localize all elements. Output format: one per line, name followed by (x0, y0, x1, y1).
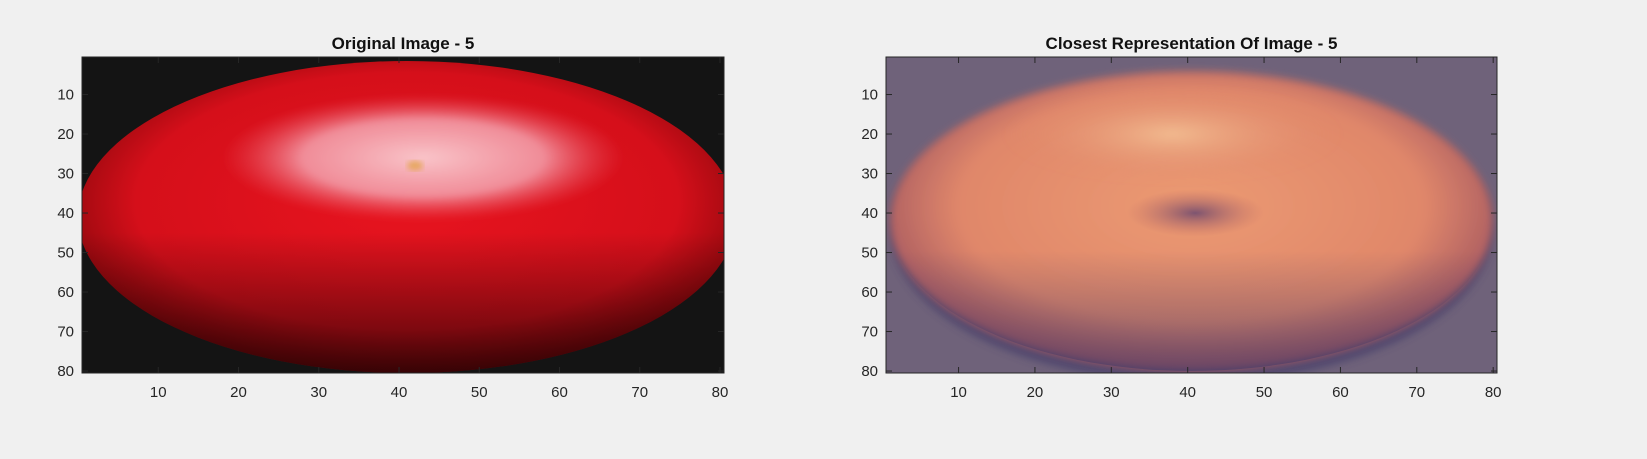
x-tick-label: 80 (1485, 384, 1502, 401)
y-tick-label: 40 (57, 205, 74, 222)
y-ticks: 10 20 30 40 50 60 70 80 (861, 87, 1497, 380)
apple-highlight (222, 94, 624, 221)
x-tick-label: 10 (150, 384, 167, 401)
y-tick-label: 30 (861, 166, 878, 183)
x-tick-label: 30 (310, 384, 327, 401)
axes-box (81, 56, 725, 374)
axes-reconstruction: Closest Representation Of Image - 5 10 20… (820, 0, 1647, 459)
axes-original: Original Image - 5 10 20 30 40 50 60 70 80 10 20… (0, 0, 820, 459)
axes-original-svg: Original Image - 5 10 20 30 40 50 60 70 80 10 20… (57, 34, 728, 401)
x-tick-label: 50 (471, 384, 488, 401)
y-tick-label: 80 (57, 363, 74, 380)
x-tick-label: 40 (1179, 384, 1196, 401)
x-tick-label: 20 (1027, 384, 1044, 401)
y-tick-label: 10 (861, 87, 878, 104)
image-original (82, 57, 724, 373)
x-tick-label: 70 (631, 384, 648, 401)
chart-title: Original Image - 5 (332, 34, 475, 53)
x-ticks: 10 20 30 40 50 60 70 80 (950, 57, 1502, 401)
x-tick-label: 60 (1332, 384, 1349, 401)
axes-reconstruction-svg: Closest Representation Of Image - 5 10 20… (861, 34, 1502, 401)
y-tick-label: 20 (57, 126, 74, 143)
y-tick-label: 70 (57, 324, 74, 341)
y-tick-label: 20 (861, 126, 878, 143)
chart-title: Closest Representation Of Image - 5 (1046, 34, 1338, 53)
y-tick-label: 30 (57, 166, 74, 183)
x-tick-label: 40 (391, 384, 408, 401)
y-ticks: 10 20 30 40 50 60 70 80 (57, 87, 724, 380)
y-tick-label: 50 (57, 245, 74, 262)
x-tick-label: 30 (1103, 384, 1120, 401)
apple-highlight (1004, 86, 1341, 182)
y-tick-label: 40 (861, 205, 878, 222)
y-tick-label: 50 (861, 245, 878, 262)
x-tick-label: 70 (1408, 384, 1425, 401)
apple-speck (407, 160, 424, 171)
x-tick-label: 50 (1256, 384, 1273, 401)
x-tick-label: 80 (712, 384, 729, 401)
y-tick-label: 60 (57, 284, 74, 301)
y-tick-label: 10 (57, 87, 74, 104)
x-tick-label: 20 (230, 384, 247, 401)
image-reconstruction (886, 57, 1497, 373)
y-tick-label: 60 (861, 284, 878, 301)
x-tick-label: 60 (551, 384, 568, 401)
y-tick-label: 80 (861, 363, 878, 380)
axes-box (885, 56, 1498, 374)
x-tick-label: 10 (950, 384, 967, 401)
apple-center-spot (1126, 189, 1265, 237)
y-tick-label: 70 (861, 324, 878, 341)
x-ticks: 10 20 30 40 50 60 70 80 (150, 57, 728, 401)
